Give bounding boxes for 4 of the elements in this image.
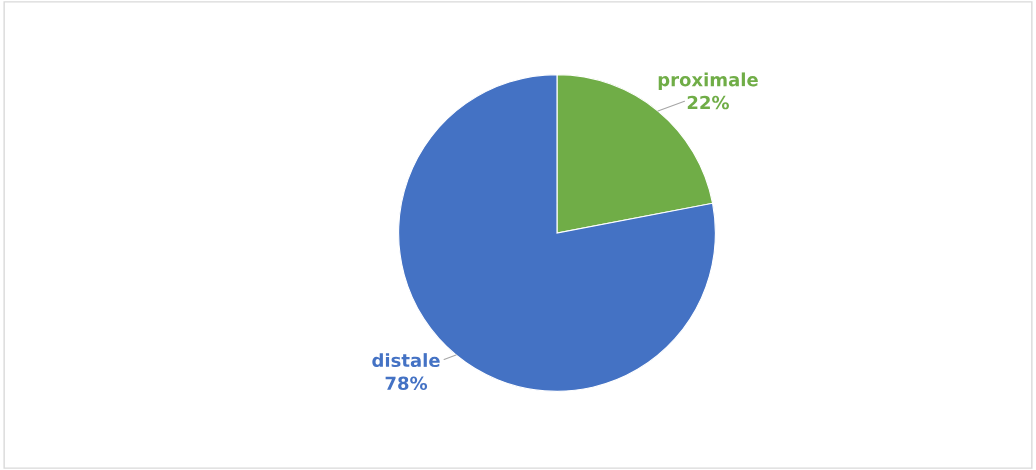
slice-label: proximale: [658, 72, 758, 90]
data-label: 78%: [385, 376, 428, 391]
slice-label: distale: [372, 353, 440, 368]
data-label: 22%: [687, 95, 729, 110]
